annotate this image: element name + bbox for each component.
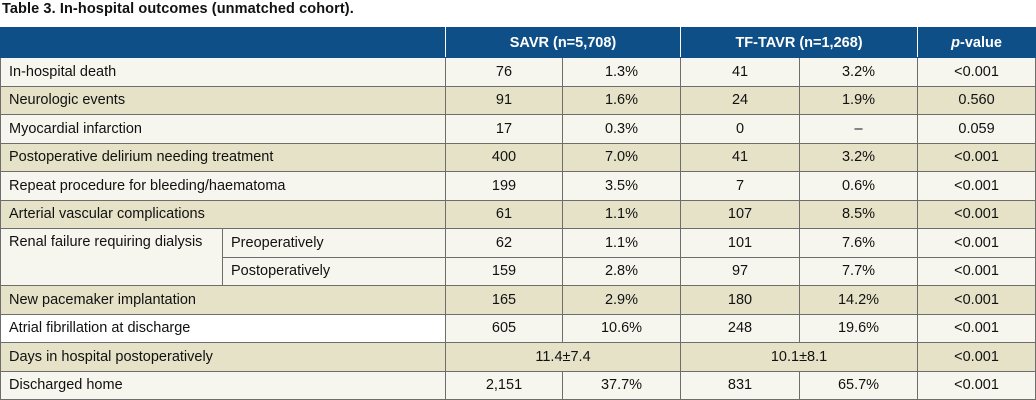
tavr-percent: 19.6% (799, 313, 919, 343)
table-row-renal-pre: Renal failure requiring dialysis Preoper… (0, 228, 1036, 286)
row-label: Discharged home (0, 370, 446, 400)
tavr-count: 7 (680, 171, 801, 201)
header-savr: SAVR (n=5,708) (444, 27, 682, 58)
tavr-count: 101 (680, 228, 801, 258)
row-label: Arterial vascular complications (0, 199, 446, 229)
savr-percent: 3.5% (561, 171, 682, 201)
table-row-renal-post: Postoperatively 159 2.8% 97 7.7% <0.001 (1, 256, 1036, 286)
row-label: Neurologic events (0, 85, 446, 115)
tavr-percent: 0.6% (799, 171, 919, 201)
tavr-percent: – (799, 114, 919, 144)
savr-count: 91 (445, 85, 563, 115)
p-value: <0.001 (917, 57, 1036, 87)
outcomes-table: SAVR (n=5,708) TF-TAVR (n=1,268) p-value… (0, 27, 1036, 400)
tavr-count: 97 (680, 256, 801, 286)
row-label: Days in hospital postoperatively (0, 342, 446, 372)
row-label-renal: Renal failure requiring dialysis (0, 228, 223, 286)
row-label: Atrial fibrillation at discharge (0, 313, 446, 343)
header-tavr: TF-TAVR (n=1,268) (680, 27, 919, 58)
tavr-percent: 8.5% (799, 199, 919, 229)
tavr-count: 41 (680, 57, 801, 87)
tavr-count: 248 (680, 313, 801, 343)
p-value: <0.001 (917, 199, 1036, 229)
savr-percent: 1.1% (561, 199, 682, 229)
savr-count: 165 (445, 285, 563, 315)
table-row: New pacemaker implantation 165 2.9% 180 … (0, 285, 1036, 315)
savr-count: 159 (445, 256, 563, 286)
savr-percent: 1.1% (561, 228, 682, 258)
table-row: Arterial vascular complications 61 1.1% … (0, 199, 1036, 229)
savr-count: 17 (445, 114, 563, 144)
tavr-count: 831 (680, 370, 801, 400)
p-value: 0.059 (917, 114, 1036, 144)
savr-percent: 1.6% (561, 85, 682, 115)
savr-count: 605 (445, 313, 563, 343)
header-blank (0, 27, 446, 58)
p-value: <0.001 (917, 142, 1036, 172)
p-value: 0.560 (917, 85, 1036, 115)
tavr-percent: 65.7% (799, 370, 919, 400)
row-sublabel: Preoperatively (222, 228, 446, 258)
row-label: In-hospital death (0, 57, 446, 87)
table-row: In-hospital death 76 1.3% 41 3.2% <0.001 (0, 57, 1036, 87)
savr-count: 199 (445, 171, 563, 201)
savr-count: 62 (445, 228, 563, 258)
tavr-count: 41 (680, 142, 801, 172)
table-caption: Table 3. In-hospital outcomes (unmatched… (2, 1, 354, 17)
tavr-percent: 14.2% (799, 285, 919, 315)
savr-percent: 2.9% (561, 285, 682, 315)
tavr-percent: 3.2% (799, 57, 919, 87)
savr-percent: 1.3% (561, 57, 682, 87)
header-pvalue: p-value (917, 27, 1036, 58)
p-value: <0.001 (917, 256, 1036, 286)
tavr-count: 180 (680, 285, 801, 315)
header-pvalue-rest: -value (960, 34, 1002, 51)
table-row: Neurologic events 91 1.6% 24 1.9% 0.560 (0, 85, 1036, 115)
p-value: <0.001 (917, 342, 1036, 372)
tavr-count: 0 (680, 114, 801, 144)
tavr-percent: 7.7% (799, 256, 919, 286)
table-row: Atrial fibrillation at discharge 605 10.… (0, 313, 1036, 343)
tavr-percent: 1.9% (799, 85, 919, 115)
tavr-count: 107 (680, 199, 801, 229)
table-row-days: Days in hospital postoperatively 11.4±7.… (0, 342, 1036, 372)
table-row: Discharged home 2,151 37.7% 831 65.7% <0… (0, 370, 1036, 400)
table-row: Myocardial infarction 17 0.3% 0 – 0.059 (0, 114, 1036, 144)
row-label: Postoperative delirium needing treatment (0, 142, 446, 172)
tavr-count: 24 (680, 85, 801, 115)
tavr-days: 10.1±8.1 (680, 342, 919, 372)
savr-percent: 2.8% (561, 256, 682, 286)
table-row: Postoperative delirium needing treatment… (0, 142, 1036, 172)
p-value: <0.001 (917, 228, 1036, 258)
header-pvalue-italic: p (951, 34, 960, 51)
savr-count: 2,151 (445, 370, 563, 400)
row-label: Repeat procedure for bleeding/haematoma (0, 171, 446, 201)
savr-days: 11.4±7.4 (444, 342, 682, 372)
p-value: <0.001 (917, 285, 1036, 315)
savr-count: 76 (445, 57, 563, 87)
tavr-percent: 3.2% (799, 142, 919, 172)
savr-count: 400 (445, 142, 563, 172)
savr-percent: 7.0% (561, 142, 682, 172)
p-value: <0.001 (917, 171, 1036, 201)
table-row: Repeat procedure for bleeding/haematoma … (0, 171, 1036, 201)
savr-percent: 0.3% (561, 114, 682, 144)
row-label: New pacemaker implantation (0, 285, 446, 315)
savr-percent: 10.6% (561, 313, 682, 343)
row-label: Myocardial infarction (0, 114, 446, 144)
tavr-percent: 7.6% (799, 228, 919, 258)
savr-percent: 37.7% (561, 370, 682, 400)
savr-count: 61 (445, 199, 563, 229)
p-value: <0.001 (917, 370, 1036, 400)
header-row: SAVR (n=5,708) TF-TAVR (n=1,268) p-value (0, 27, 1036, 58)
p-value: <0.001 (917, 313, 1036, 343)
row-sublabel: Postoperatively (222, 256, 446, 286)
